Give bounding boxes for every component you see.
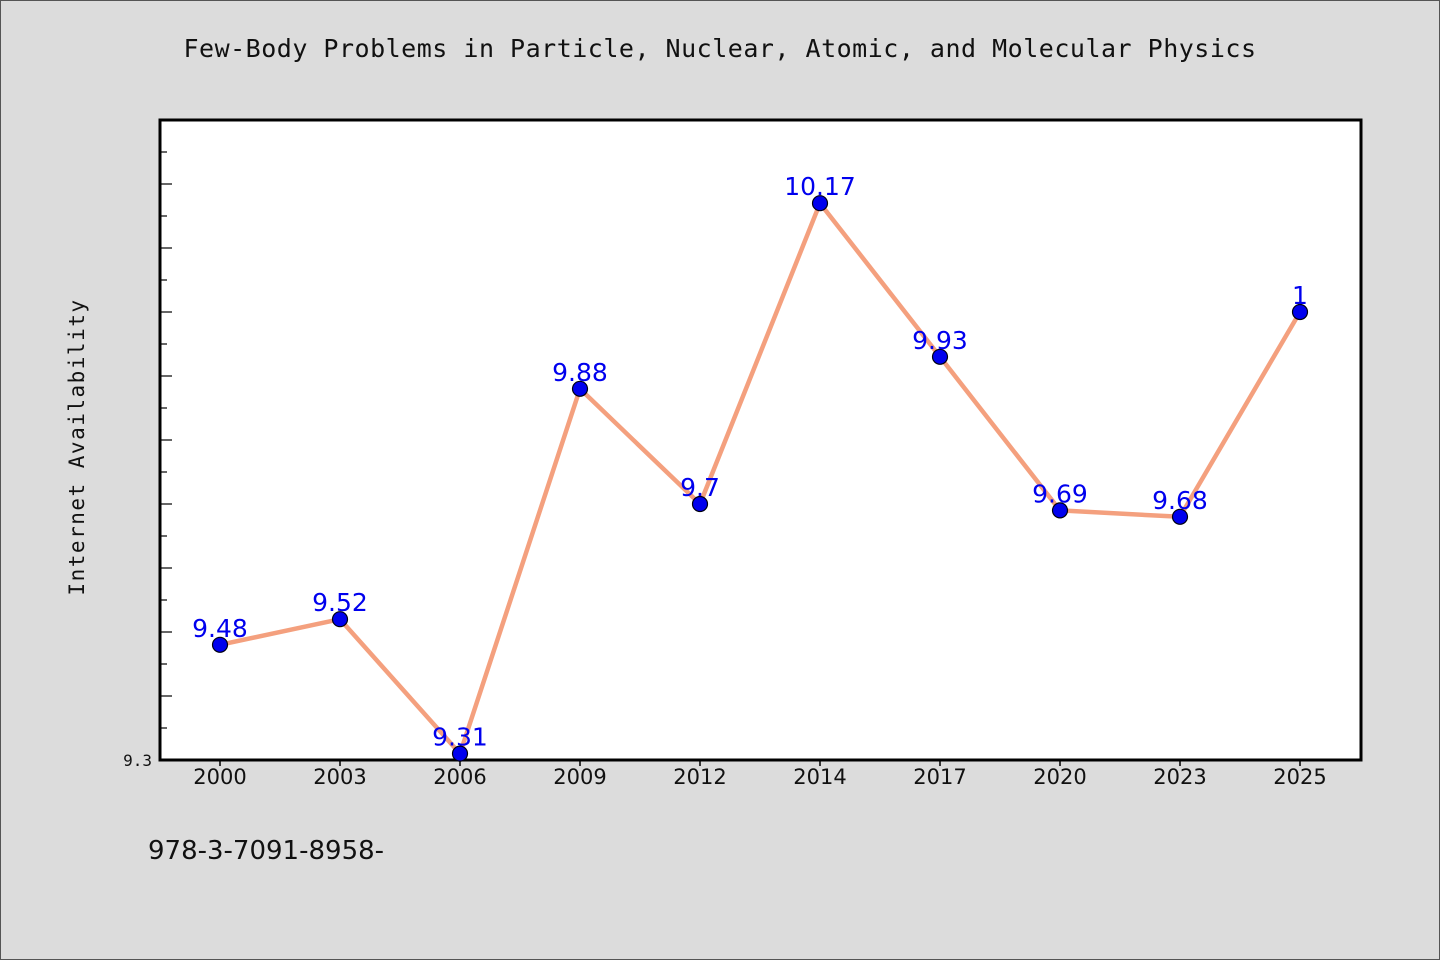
x-tick-label: 2017 [913,765,966,789]
data-label: 9.48 [192,614,248,643]
plot-area [158,118,1363,762]
x-tick-label: 2020 [1033,765,1086,789]
data-label: 9.7 [680,473,720,502]
x-tick-label: 2006 [433,765,486,789]
data-point [691,495,709,513]
data-point [571,380,589,397]
y-tick-label: 9.3 [123,751,152,770]
data-point [1051,502,1069,519]
x-tick-label: 2023 [1153,765,1206,789]
data-label: 9.93 [912,326,968,355]
data-point [331,611,349,628]
data-point [451,745,469,762]
x-tick-label: 2009 [553,765,606,789]
series-line [217,200,1303,756]
data-point [931,348,949,365]
x-tick-label: 2000 [193,765,246,789]
data-label: 9.31 [432,723,488,752]
data-point [1291,303,1309,321]
data-label: 9.69 [1032,479,1088,508]
data-label: 9.68 [1152,486,1208,515]
chart-title: Few-Body Problems in Particle, Nuclear, … [183,34,1257,63]
data-label: 9.52 [312,588,368,617]
x-tick-label: 2014 [793,765,846,789]
footer-code: 978-3-7091-8958- [148,836,385,866]
data-label: 9.88 [552,358,608,387]
data-label: 10.17 [784,172,856,201]
data-point [1171,508,1189,525]
data-point [211,636,229,653]
data-point [811,195,829,212]
data-label: 1 [1292,281,1308,310]
x-tick-label: 2012 [673,765,726,789]
x-tick-label: 2003 [313,765,366,789]
x-tick-label: 2025 [1273,765,1326,789]
